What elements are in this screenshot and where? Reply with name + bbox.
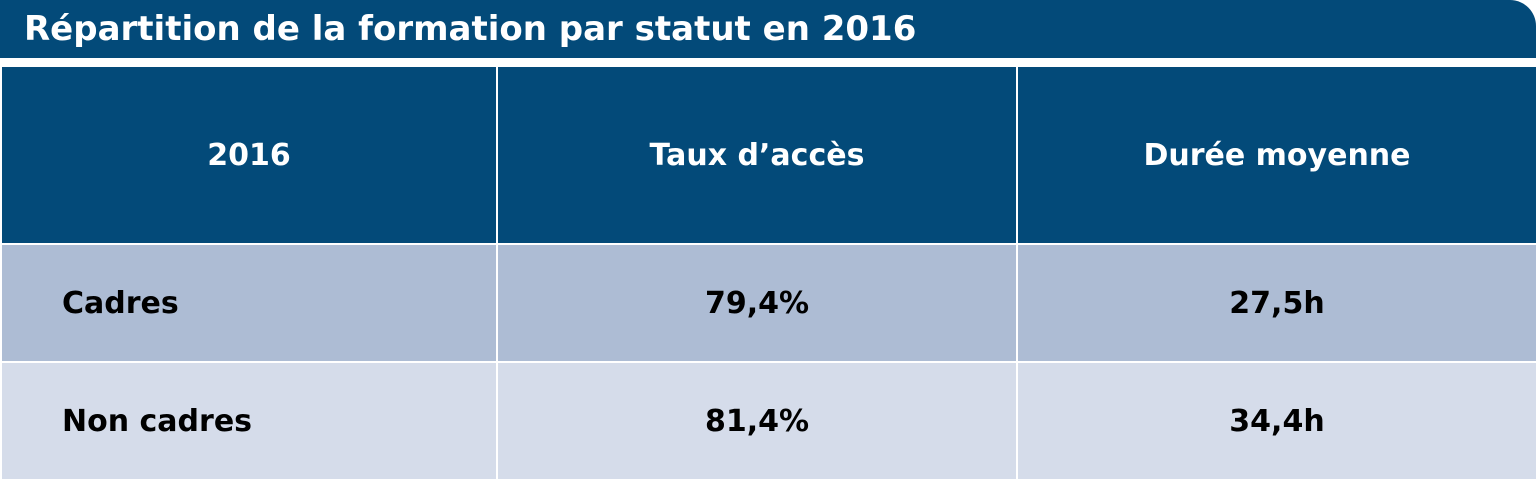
table-title: Répartition de la formation par statut e… [24,9,917,49]
header-row: 2016 Taux d’accès Durée moyenne [0,65,1536,245]
data-table: 2016 Taux d’accès Durée moyenne Cadres 7… [0,65,1536,479]
row-label-non-cadres: Non cadres [0,361,498,479]
table-row: Cadres 79,4% 27,5h [0,243,1536,363]
cell-duree-non-cadres: 34,4h [1016,361,1536,479]
column-header-year: 2016 [0,65,498,245]
column-header-duree: Durée moyenne [1016,65,1536,245]
cell-duree-cadres: 27,5h [1016,243,1536,363]
cell-taux-cadres: 79,4% [496,243,1018,363]
row-label-cadres: Cadres [0,243,498,363]
title-bar: Répartition de la formation par statut e… [0,0,1536,58]
cell-taux-non-cadres: 81,4% [496,361,1018,479]
table-row: Non cadres 81,4% 34,4h [0,361,1536,479]
column-header-taux: Taux d’accès [496,65,1018,245]
